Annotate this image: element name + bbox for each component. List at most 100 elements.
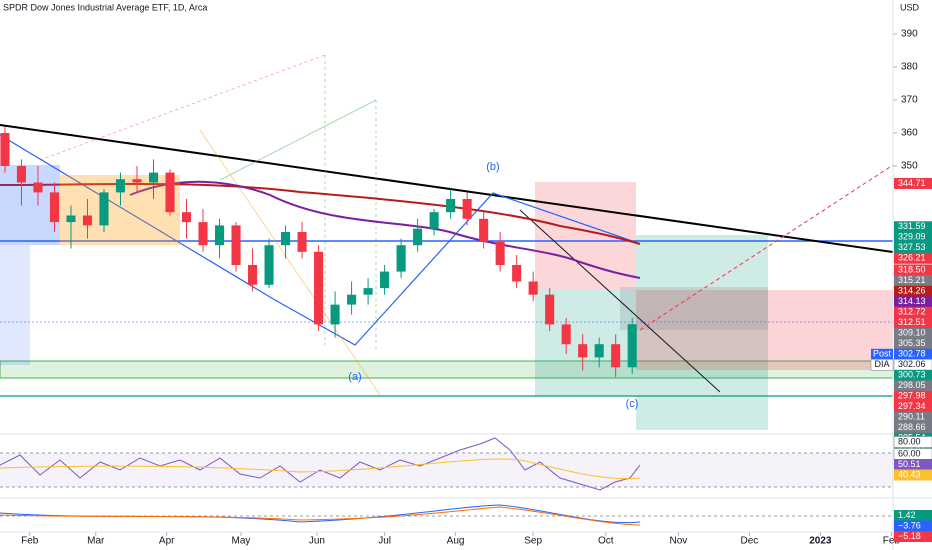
candle-body [148,172,159,183]
x-tick-label: Sep [524,536,542,547]
price-tag-label: 290.11 [898,412,925,422]
price-tag [894,411,932,423]
price-tag [894,338,932,350]
wave-label: (b) [486,161,499,173]
price-tag-label: 312.72 [898,307,926,317]
price-tag [894,317,932,329]
signal-line [0,506,641,526]
price-tag-label: 309.10 [898,328,926,338]
candle-body [214,225,225,246]
candle-body [99,192,109,226]
price-tag [894,348,932,360]
candle-body [429,212,439,229]
candle-body [396,245,406,272]
price-tag-label: 300.73 [898,370,926,380]
price-tag-label: 312.51 [898,317,926,327]
price-tag [894,422,932,434]
candle-body [611,344,621,368]
wave-line [0,134,639,346]
price-tag [894,231,932,243]
price-tag-label: 318.50 [898,264,926,274]
price-tag [894,285,932,297]
price-tag-name-box [870,359,894,371]
candle-body [132,179,142,183]
channel-line [519,209,721,393]
price-tag-label: 279.83 [898,443,926,453]
price-tag [894,275,932,287]
price-tag-label: −5.18 [898,531,921,541]
candle-body [0,133,10,166]
x-tick-label: Oct [598,536,614,547]
candle-body [281,232,291,246]
price-tag [893,436,932,448]
candle-body [446,199,456,213]
candle-body [115,179,126,193]
price-tag-label: 327.53 [898,242,926,252]
rsi-panel [0,433,932,491]
x-tick-label: 2023 [809,536,832,547]
price-tag-label: 80.00 [898,436,921,446]
price-tag-name: DIA [874,359,889,369]
y-tick-label: 370 [901,95,918,106]
price-tag [894,242,932,254]
rsi-band [0,453,893,487]
rsi-ma [0,458,641,480]
candle-body [347,294,357,305]
candle-body [462,199,472,219]
fib-line [199,129,381,396]
candle-body [495,241,505,265]
candle-body [66,215,76,223]
candle-body [512,265,522,282]
y-tick-label: 390 [901,29,918,40]
price-tag-label: 326.21 [898,253,926,263]
candle-body [297,232,307,252]
volume-profile [0,245,30,365]
x-tick-label: Feb [21,536,39,547]
chart-title: SPDR Dow Jones Industrial Average ETF, 1… [3,2,207,12]
price-tag-label: 302.06 [898,359,926,369]
x-tick-label: Apr [159,536,175,547]
candle-body [49,192,60,223]
candle-body [16,166,26,183]
y-tick-label: 350 [901,161,918,172]
price-tag-label: 331.59 [898,221,926,231]
price-tag [894,469,932,481]
candle-body [33,182,43,193]
x-tick-label: Mar [87,536,105,547]
x-tick-label: Jul [378,536,391,547]
candle-body [330,304,340,325]
price-tag-label: 302.78 [898,349,926,359]
price-tag [894,306,932,318]
candle-body [165,172,175,213]
macd-panel [0,497,932,533]
candle-body [545,294,555,325]
price-tag-name: Post [873,349,892,359]
candle-body [231,225,241,265]
price-tag-label: 314.26 [898,286,926,296]
candle-body [627,324,637,368]
drawings [0,54,894,430]
price-tag-label: 1.42 [898,510,916,520]
candle-body [528,281,538,295]
trend-line [0,124,894,253]
price-tag [894,296,932,308]
candle-body [363,288,373,295]
price-tag [894,520,932,532]
price-tag-label: 60.00 [898,448,921,458]
price-tag-label: 329.09 [898,232,926,242]
price-tag-label: 305.35 [898,338,926,348]
price-tag [894,221,932,233]
y-tick-label: 360 [901,128,918,139]
candle-body [314,251,324,325]
price-tag-label: 40.43 [898,469,921,479]
candle-body [264,245,274,285]
price-tag-label: 298.05 [898,380,926,390]
fib-line [219,99,377,181]
price-tag-label: 315.21 [898,275,926,285]
candle-body [561,324,571,345]
price-tag-label: 50.51 [898,459,921,469]
price-tag [894,390,932,402]
candle-body [594,344,604,358]
x-tick-label: Aug [447,536,465,547]
projection-line [639,164,894,331]
